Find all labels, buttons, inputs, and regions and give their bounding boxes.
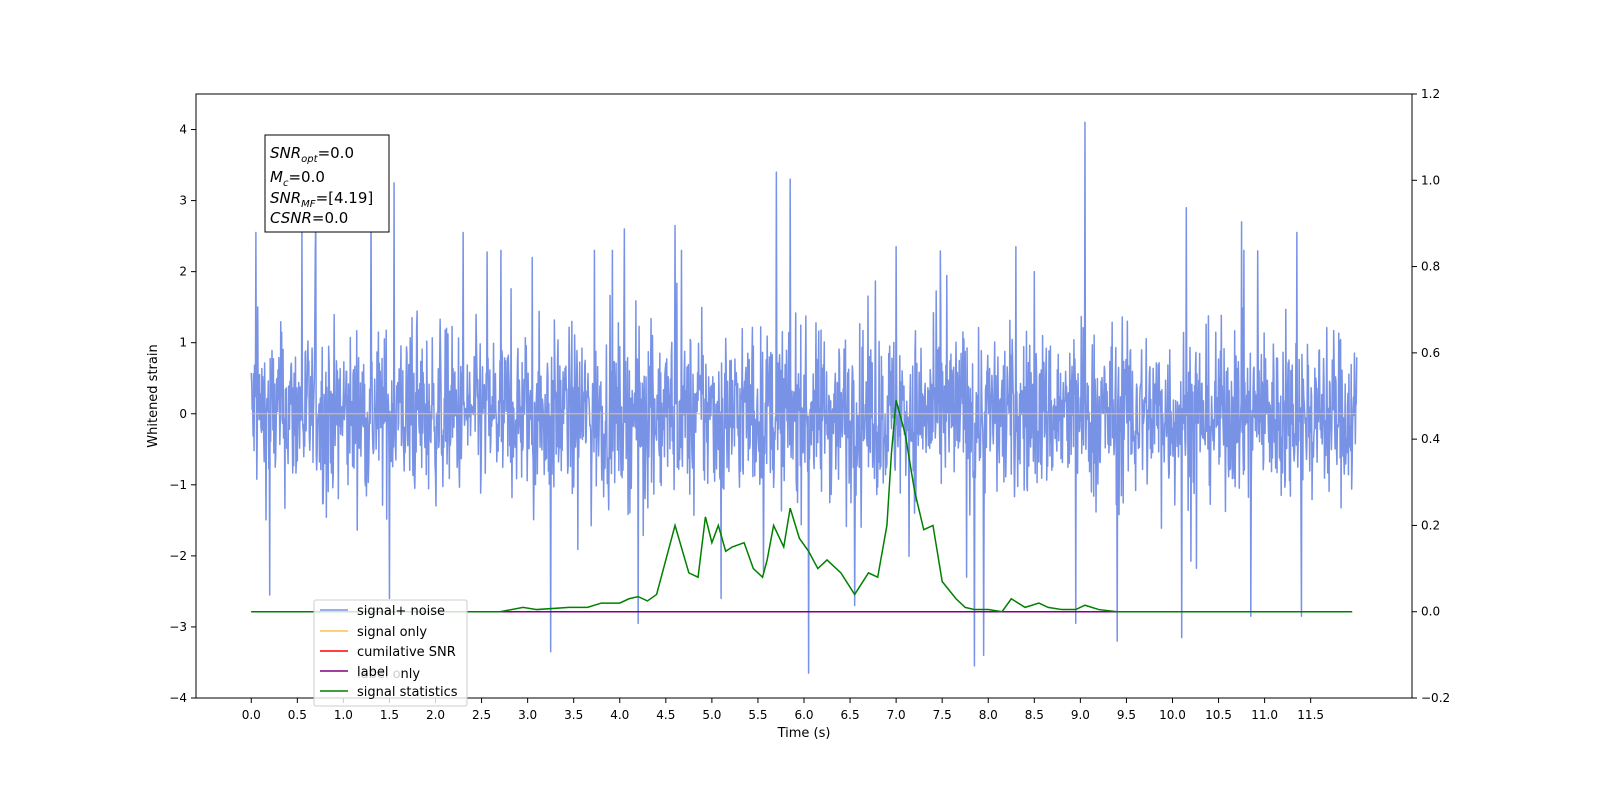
x-tick-label: 5.0 <box>702 708 721 722</box>
y-tick-label: −2 <box>169 549 187 563</box>
annotation-csnr: CSNR=0.0 <box>270 209 348 227</box>
x-tick-label: 2.0 <box>426 708 445 722</box>
y2-tick-label: 0.2 <box>1421 518 1440 532</box>
x-axis-label: Time (s) <box>777 726 831 741</box>
x-tick-label: 3.5 <box>564 708 583 722</box>
legend-overlap-mask <box>352 662 400 678</box>
annotation-snr-opt: SNRopt=0.0 <box>270 144 354 165</box>
y-tick-label: −4 <box>169 691 187 705</box>
signal-noise-series <box>250 121 1358 674</box>
legend: label only signal+ noise signal only cum… <box>313 599 468 707</box>
x-tick-label: 8.5 <box>1025 708 1044 722</box>
x-axis-ticks: 0.0 0.5 1.0 1.5 2.0 2.5 3.0 3.5 4.0 4.5 5.0 5.5 6.0 6… <box>242 698 1324 722</box>
y-axis-label: Whitened strain <box>146 344 161 447</box>
y2-tick-label: −0.2 <box>1421 691 1450 705</box>
legend-frame <box>313 599 468 707</box>
y-tick-label: 4 <box>179 123 187 137</box>
x-tick-label: 11.5 <box>1297 708 1324 722</box>
y2-tick-label: 0.6 <box>1421 346 1440 360</box>
legend-label-signal-noise: signal+ noise <box>357 604 445 619</box>
annotation-mc: Mc=0.0 <box>270 168 325 189</box>
y-tick-label: −3 <box>169 620 187 634</box>
legend-label-signal-statistics: signal statistics <box>357 685 458 700</box>
x-tick-label: 0.5 <box>288 708 307 722</box>
y-tick-label: 0 <box>179 407 187 421</box>
y2-tick-label: 1.2 <box>1421 87 1440 101</box>
x-tick-label: 7.0 <box>887 708 906 722</box>
annotation-snr-mf: SNRMF=[4.19] <box>270 189 373 210</box>
x-tick-label: 0.0 <box>242 708 261 722</box>
x-tick-label: 3.0 <box>518 708 537 722</box>
x-tick-label: 10.0 <box>1159 708 1186 722</box>
signal-noise-line <box>250 121 1358 674</box>
y-tick-label: −1 <box>169 478 187 492</box>
y-tick-label: 2 <box>179 265 187 279</box>
x-tick-label: 11.0 <box>1251 708 1278 722</box>
stats-annotation-box: SNRopt=0.0 Mc=0.0 SNRMF=[4.19] CSNR=0.0 <box>264 134 390 233</box>
y2-tick-label: 0.8 <box>1421 260 1440 274</box>
y-tick-label: 3 <box>179 194 187 208</box>
x-tick-label: 1.5 <box>380 708 399 722</box>
annotation-frame <box>264 134 390 233</box>
legend-label-signal-only: signal only <box>357 625 427 640</box>
x-tick-label: 10.5 <box>1205 708 1232 722</box>
y2-axis-ticks: −0.2 0.0 0.2 0.4 0.6 0.8 1.0 1.2 <box>1412 87 1450 705</box>
signal-statistics-line <box>251 400 1353 613</box>
y2-tick-label: 0.0 <box>1421 605 1440 619</box>
x-tick-label: 9.5 <box>1117 708 1136 722</box>
legend-label-label: label <box>357 665 388 680</box>
y2-tick-label: 0.4 <box>1421 432 1440 446</box>
y-tick-label: 1 <box>179 336 187 350</box>
x-tick-label: 8.0 <box>979 708 998 722</box>
x-tick-label: 4.0 <box>610 708 629 722</box>
x-tick-label: 1.0 <box>334 708 353 722</box>
x-tick-label: 2.5 <box>472 708 491 722</box>
x-tick-label: 9.0 <box>1071 708 1090 722</box>
legend-label-cumulative-snr: cumilative SNR <box>357 645 456 660</box>
x-tick-label: 6.5 <box>841 708 860 722</box>
x-tick-label: 4.5 <box>656 708 675 722</box>
x-tick-label: 7.5 <box>933 708 952 722</box>
y2-tick-label: 1.0 <box>1421 173 1440 187</box>
x-tick-label: 5.5 <box>748 708 767 722</box>
y-axis-ticks: −4 −3 −2 −1 0 1 2 3 4 <box>169 123 196 705</box>
x-tick-label: 6.0 <box>794 708 813 722</box>
